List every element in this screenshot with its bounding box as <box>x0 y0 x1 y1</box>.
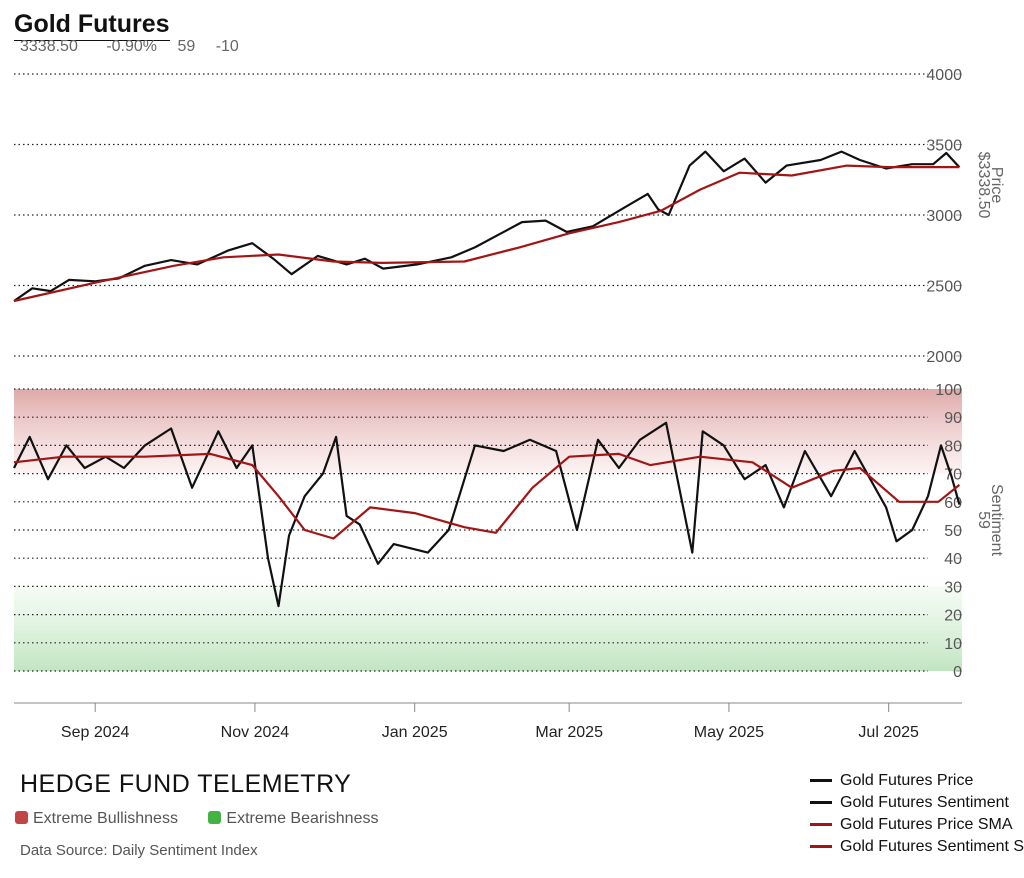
band-key-item-bearish: Extreme Bearishness <box>208 810 378 828</box>
sentiment-tick-label: 90 <box>944 410 962 427</box>
sentiment-line <box>13 421 961 608</box>
bullish-swatch <box>15 811 28 824</box>
legend-line-icon <box>810 779 832 783</box>
price-tick-label: 2000 <box>926 349 962 366</box>
brand-name: HEDGE FUND TELEMETRY <box>20 770 352 798</box>
x-tick-label: Sep 2024 <box>61 724 130 741</box>
x-tick-label: Jul 2025 <box>858 724 919 741</box>
sentiment-tick-label: 0 <box>953 664 962 681</box>
sentiment-tick-label: 20 <box>944 608 962 625</box>
bearish-label: Extreme Bearishness <box>226 810 379 827</box>
price-axis-label: Price <box>988 167 1005 204</box>
x-tick-label: Jan 2025 <box>382 724 448 741</box>
extreme-bearish-band <box>14 586 962 671</box>
last-price: 3338.50 <box>20 38 78 55</box>
sentiment-axis-label: Sentiment <box>988 484 1005 557</box>
sentiment-tick-label: 30 <box>944 579 962 596</box>
x-tick-label: Mar 2025 <box>535 724 603 741</box>
band-key: Extreme Bullishness Extreme Bearishness <box>15 810 404 828</box>
legend-line-icon <box>810 823 832 827</box>
sentiment-tick-label: 10 <box>944 636 962 653</box>
price-change-percent: -0.90% <box>106 38 157 55</box>
price-tick-label: 3000 <box>926 208 962 225</box>
sentiment-sma-line <box>13 452 961 540</box>
price-tick-label: 2500 <box>926 279 962 296</box>
chart-canvas: 2000 2500 3000 3500 4000 Price$3338.50 0 10 20 30… <box>13 67 1005 741</box>
price-tick-label: 4000 <box>926 67 962 84</box>
chart-legend: Gold Futures Price Gold Futures Sentimen… <box>810 770 1024 858</box>
price-sma-line <box>13 164 960 303</box>
data-source: Data Source: Daily Sentiment Index <box>20 842 258 859</box>
sentiment-value: 59 <box>177 38 196 55</box>
extreme-bullish-band <box>14 389 962 474</box>
sentiment-tick-label: 50 <box>944 523 962 540</box>
sentiment-tick-label: 80 <box>944 438 962 455</box>
legend-item-price[interactable]: Gold Futures Price <box>810 770 1024 792</box>
price-line <box>13 150 961 302</box>
sentiment-change: -10 <box>215 38 239 55</box>
legend-item-sentiment[interactable]: Gold Futures Sentiment <box>810 792 1024 814</box>
band-key-item-bullish: Extreme Bullishness <box>15 810 178 828</box>
price-tick-label: 3500 <box>926 138 962 155</box>
sentiment-tick-label: 100 <box>935 382 962 399</box>
legend-line-icon <box>810 801 832 805</box>
x-tick-label: May 2025 <box>694 724 764 741</box>
legend-item-price-sma[interactable]: Gold Futures Price SMA <box>810 814 1024 836</box>
legend-item-sentiment-sma[interactable]: Gold Futures Sentiment SMA <box>810 836 1024 858</box>
legend-label: Gold Futures Price SMA <box>840 816 1013 833</box>
legend-label: Gold Futures Price <box>840 772 974 789</box>
legend-line-icon <box>810 845 832 849</box>
quote-stats: 3338.50 -0.90% 59 -10 <box>20 38 255 56</box>
legend-label: Gold Futures Sentiment <box>840 794 1009 811</box>
x-tick-label: Nov 2024 <box>221 724 290 741</box>
bullish-label: Extreme Bullishness <box>33 810 178 827</box>
legend-label: Gold Futures Sentiment SMA <box>840 838 1024 855</box>
page-title: Gold Futures <box>14 8 170 41</box>
sentiment-tick-label: 40 <box>944 551 962 568</box>
price-last-value-label: $3338.50 <box>975 152 992 219</box>
bearish-swatch <box>208 811 222 824</box>
sentiment-last-value-label: 59 <box>975 511 992 529</box>
